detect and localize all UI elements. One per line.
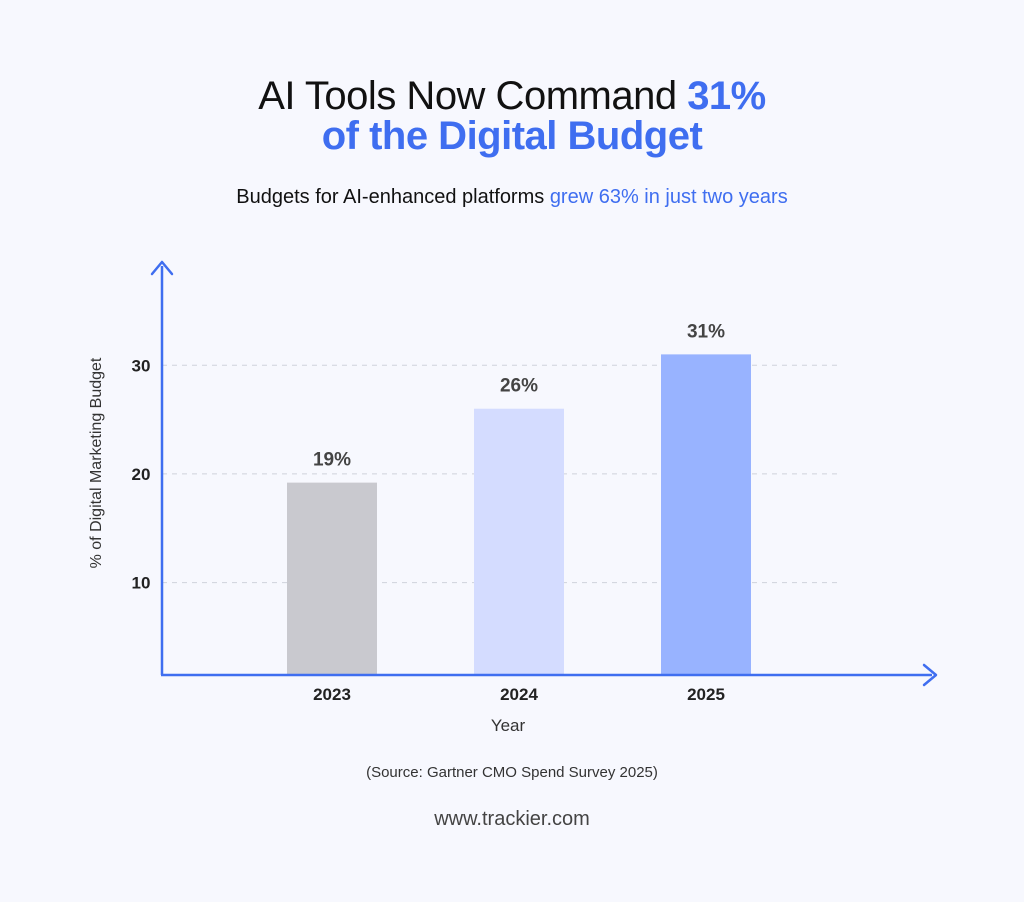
chart-title-line2: of the Digital Budget [321,114,703,158]
chart-subtitle-accent: grew 63% in just two years [549,186,788,208]
y-axis-label: % of Digital Marketing Budget [88,357,105,568]
x-axis-arrow-icon [922,663,938,687]
x-axis-label: Year [491,716,526,735]
x-tick-labels: 2023 2024 2025 [313,685,725,704]
bar-2025 [661,354,751,675]
y-tick-label: 20 [132,465,151,484]
source-note: (Source: Gartner CMO Spend Survey 2025) [366,764,658,781]
x-tick-label-2025: 2025 [687,685,725,704]
chart-subtitle-main: Budgets for AI-enhanced platforms [236,186,550,208]
y-tick-labels: 10 20 30 [132,356,151,592]
chart-title-main: AI Tools Now Command [258,74,688,118]
y-tick-label: 30 [132,356,151,375]
website-link[interactable]: www.trackier.com [434,808,590,830]
data-label-2024: 26% [500,376,538,397]
chart-title-accent: 31% [687,74,766,118]
x-tick-label-2023: 2023 [313,685,351,704]
x-tick-label-2024: 2024 [500,685,538,704]
bar-2023 [287,482,377,675]
data-labels: 19% 26% 31% [313,321,725,470]
axes [150,260,938,687]
bar-2024 [474,408,564,675]
chart-title-line1: AI Tools Now Command 31% [0,74,1024,118]
y-axis-arrow-icon [150,260,174,276]
chart-subtitle: Budgets for AI-enhanced platforms grew 6… [0,186,1024,209]
data-label-2023: 19% [313,450,351,471]
y-tick-label: 10 [132,574,151,593]
data-label-2025: 31% [687,321,725,342]
bars [287,354,751,675]
